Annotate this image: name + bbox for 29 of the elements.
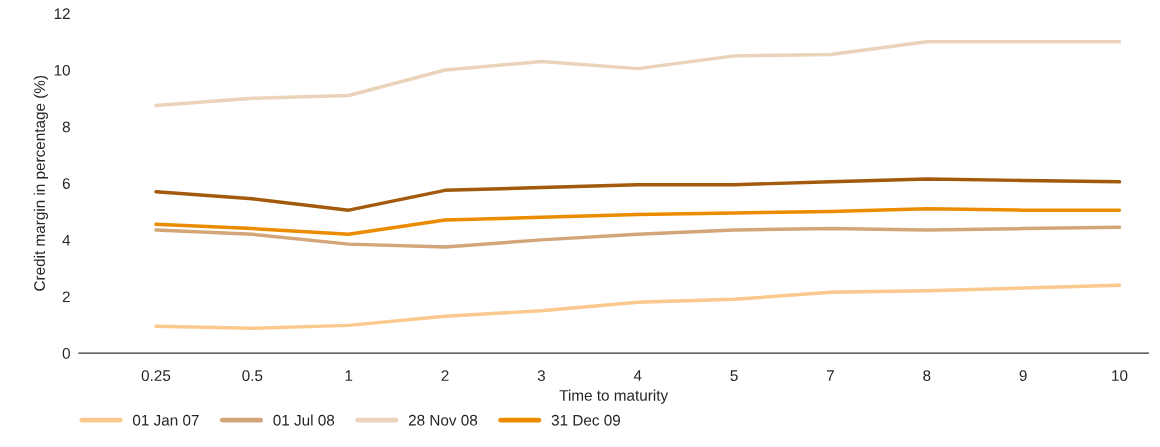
x-tick-label: 8 <box>923 370 931 382</box>
line-series <box>154 207 1122 236</box>
legend-label: 01 Jan 07 <box>132 414 199 426</box>
y-tick-label: 6 <box>62 178 70 189</box>
legend-label: 31 Dec 09 <box>551 414 621 426</box>
x-tick-label: 10 <box>1112 370 1128 382</box>
x-tick-label: 1 <box>345 370 353 381</box>
y-tick-label: 12 <box>54 8 70 19</box>
x-axis-title: Time to maturity <box>559 389 669 404</box>
x-tick-label: 9 <box>1019 370 1027 382</box>
x-tick-label: 5 <box>730 370 738 382</box>
legend-label: 01 Jul 08 <box>273 414 335 426</box>
x-tick-label: 7 <box>826 370 834 381</box>
x-tick-label: 4 <box>633 370 642 381</box>
y-tick-label: 4 <box>62 234 71 246</box>
legend-label: 28 Nov 08 <box>408 414 478 426</box>
line-series <box>154 177 1122 212</box>
y-axis-title: Credit margin in percentage (%) <box>33 75 48 291</box>
y-tick-label: 10 <box>54 64 70 76</box>
line-series <box>154 283 1122 330</box>
line-series <box>154 225 1122 249</box>
line-series <box>154 39 1122 108</box>
x-tick-label: 0.25 <box>141 370 171 382</box>
x-tick-label: 3 <box>537 370 545 382</box>
y-tick-label: 0 <box>62 348 70 359</box>
x-tick-label: 2 <box>441 370 449 381</box>
y-tick-label: 2 <box>62 291 70 303</box>
x-tick-label: 0.5 <box>242 370 263 382</box>
y-tick-label: 8 <box>62 121 70 133</box>
